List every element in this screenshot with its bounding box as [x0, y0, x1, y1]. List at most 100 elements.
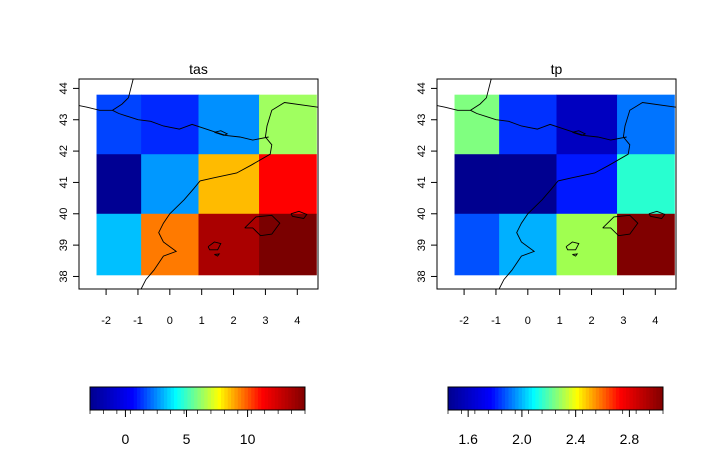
colorbar-swatch — [106, 387, 111, 410]
colorbar-swatch — [464, 387, 469, 410]
heatmap-cell — [141, 213, 199, 276]
colorbar-swatch — [160, 387, 165, 410]
colorbar-swatch — [96, 387, 101, 410]
x-tick-label: 0 — [167, 315, 173, 327]
colorbar-swatch — [612, 387, 617, 410]
colorbar-swatch — [254, 387, 259, 410]
colorbar-swatch — [468, 387, 473, 410]
coastline-segment — [648, 210, 666, 219]
colorbar-swatch — [150, 387, 155, 410]
colorbar-swatch — [521, 387, 526, 410]
heatmap-cell — [499, 213, 557, 276]
colorbar-swatch — [535, 387, 540, 410]
y-tick-label: 41 — [416, 176, 428, 188]
colorbar-swatch — [639, 387, 644, 410]
colorbar-swatch — [190, 387, 195, 410]
colorbar-swatch — [204, 387, 209, 410]
coastline-segment — [565, 241, 580, 251]
heatmap-cell — [617, 94, 675, 155]
colorbar-swatch — [568, 387, 573, 410]
x-tick-label: 2 — [230, 315, 236, 327]
x-axis: -2 -1 0 1 2 3 4 — [459, 289, 658, 327]
colorbar-swatch — [214, 387, 219, 410]
colorbar-swatch — [528, 387, 533, 410]
heatmap-cell — [198, 213, 260, 276]
colorbar-tick-label: 10 — [240, 431, 256, 447]
colorbar-swatch — [237, 387, 242, 410]
colorbar-swatch — [518, 387, 523, 410]
colorbar-swatch — [495, 387, 499, 410]
panel-title: tas — [189, 61, 208, 77]
x-tick-label: 3 — [262, 315, 268, 327]
colorbar-swatch — [137, 387, 141, 410]
colorbar-swatch — [301, 387, 306, 410]
coastline-segment — [572, 253, 579, 257]
colorbar-swatch — [652, 387, 657, 410]
colorbar-swatch — [582, 387, 587, 410]
panel-tas: tas -2 -1 0 1 2 3 4 38 39 40 41 42 43 44 — [58, 61, 319, 327]
heatmap-cell — [198, 94, 260, 155]
y-tick-label: 40 — [58, 208, 70, 220]
colorbar-swatch — [636, 387, 640, 410]
colorbar-swatch — [210, 387, 215, 410]
colorbar-swatch — [542, 387, 546, 410]
colorbar-swatch — [646, 387, 651, 410]
y-tick-label: 40 — [416, 208, 428, 220]
colorbar-swatch — [221, 387, 225, 410]
x-tick-label: -1 — [133, 315, 143, 327]
heatmap-cell — [454, 94, 500, 155]
heatmap-cell — [556, 154, 618, 215]
x-tick-label: 4 — [294, 315, 300, 327]
colorbar-swatch — [251, 387, 256, 410]
colorbar-swatch — [632, 387, 637, 410]
heatmap-cell — [556, 213, 618, 276]
y-axis: 38 39 40 41 42 43 44 — [416, 82, 437, 283]
y-tick-label: 44 — [58, 82, 70, 94]
colorbar-swatch — [281, 387, 286, 410]
colorbar-swatch — [294, 387, 299, 410]
colorbar-swatch — [481, 387, 486, 410]
y-tick-label: 44 — [416, 82, 428, 94]
colorbar-swatch — [224, 387, 229, 410]
colorbar-swatch — [120, 387, 125, 410]
colorbar-swatch — [133, 387, 138, 410]
colorbar-swatch — [100, 387, 104, 410]
colorbar-swatch — [113, 387, 118, 410]
heatmap-cell — [259, 213, 317, 276]
y-axis: 38 39 40 41 42 43 44 — [58, 82, 79, 283]
colorbar-swatch — [157, 387, 162, 410]
colorbar-swatch — [153, 387, 158, 410]
colorbar-swatch — [200, 387, 205, 410]
colorbar-swatch — [498, 387, 503, 410]
colorbar-swatch — [291, 387, 296, 410]
colorbar-swatch — [505, 387, 509, 410]
heatmap-cell — [141, 94, 199, 155]
heatmap-cell — [259, 154, 317, 215]
colorbar-swatch — [484, 387, 489, 410]
colorbar-swatch — [261, 387, 266, 410]
coastline-segment — [214, 130, 229, 136]
colorbar-swatch — [227, 387, 232, 410]
colorbar-swatch — [234, 387, 239, 410]
heatmap-cell — [454, 154, 500, 215]
colorbar-swatch — [454, 387, 459, 410]
colorbar-swatch — [592, 387, 597, 410]
colorbar-swatch — [271, 387, 276, 410]
colorbar-swatch — [244, 387, 249, 410]
coastline-segment — [572, 130, 587, 136]
coastline-segment — [244, 214, 281, 237]
colorbar-swatch — [609, 387, 614, 410]
y-tick-label: 39 — [416, 239, 428, 251]
colorbar-swatch — [184, 387, 188, 410]
plot-frame — [436, 78, 677, 290]
colorbar-swatch — [615, 387, 620, 410]
colorbar-tick-label: 2.8 — [620, 431, 640, 447]
colorbar-swatch — [552, 387, 556, 410]
colorbar-swatch — [110, 387, 115, 410]
colorbar-swatch — [656, 387, 661, 410]
x-tick-label: -2 — [459, 315, 469, 327]
colorbar-swatch — [572, 387, 577, 410]
coastline-segment — [470, 109, 627, 141]
coastline-segment — [498, 102, 676, 289]
y-tick-label: 43 — [58, 114, 70, 126]
